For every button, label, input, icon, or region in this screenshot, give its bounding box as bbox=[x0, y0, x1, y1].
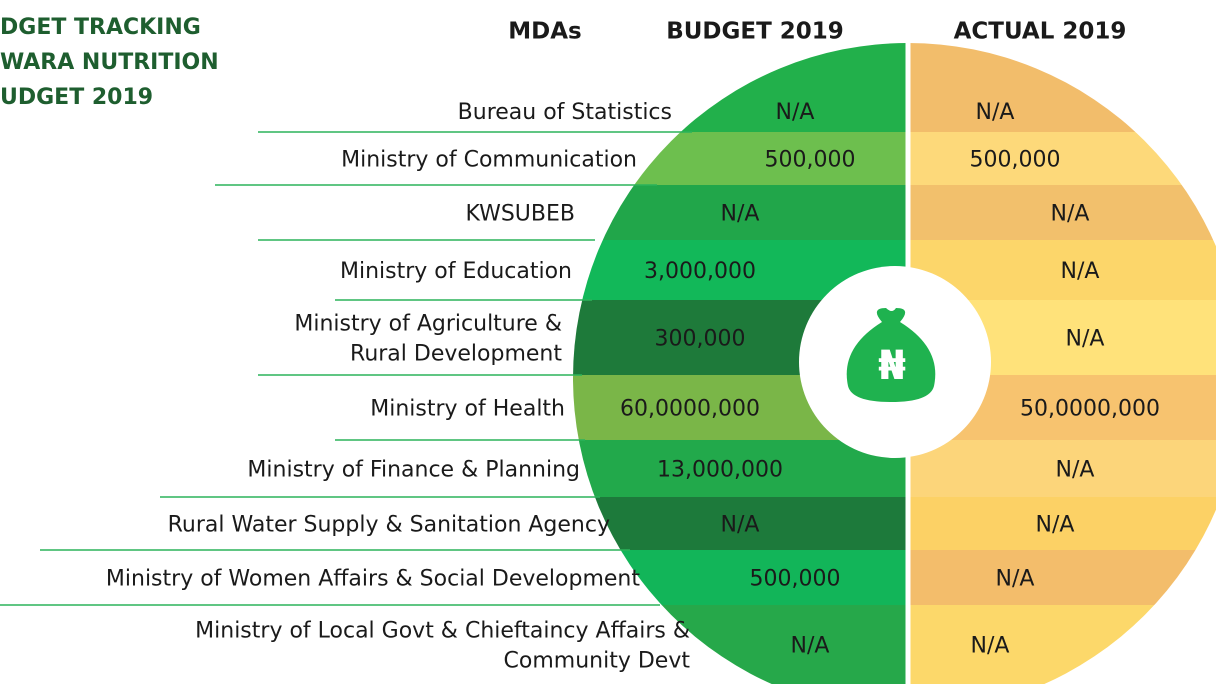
header: BUDGET 2019 bbox=[666, 19, 844, 45]
actual-value: 50,0000,000 bbox=[1020, 397, 1160, 422]
title-line: DGET TRACKING bbox=[0, 15, 201, 40]
budget-value: 3,000,000 bbox=[644, 259, 756, 284]
currency-symbol: ₦ bbox=[878, 343, 906, 389]
budget-value: 13,000,000 bbox=[657, 458, 783, 483]
mda-name: Ministry of Education bbox=[340, 259, 572, 284]
actual-value: N/A bbox=[1036, 513, 1075, 538]
budget-value: 60,0000,000 bbox=[620, 397, 760, 422]
budget-value: 500,000 bbox=[765, 148, 856, 173]
actual-value: 500,000 bbox=[970, 148, 1061, 173]
actual-value: N/A bbox=[976, 100, 1015, 125]
budget-value: N/A bbox=[776, 100, 815, 125]
actual-value: N/A bbox=[996, 567, 1035, 592]
budget-value: N/A bbox=[721, 513, 760, 538]
header: ACTUAL 2019 bbox=[954, 19, 1127, 45]
actual-value: N/A bbox=[1061, 259, 1100, 284]
budget-cell bbox=[573, 185, 908, 240]
budget-value: 500,000 bbox=[750, 567, 841, 592]
budget-cell bbox=[573, 497, 908, 550]
budget-cell bbox=[573, 440, 908, 497]
actual-value: N/A bbox=[1056, 458, 1095, 483]
mda-name: Bureau of Statistics bbox=[458, 100, 672, 125]
money-bag-icon: ₦ bbox=[846, 308, 936, 402]
mda-name: Ministry of Communication bbox=[341, 148, 637, 173]
budget-value: N/A bbox=[791, 634, 830, 659]
actual-cell bbox=[908, 550, 1216, 605]
actual-value: N/A bbox=[1051, 202, 1090, 227]
budget-value: 300,000 bbox=[655, 327, 746, 352]
actual-cell bbox=[908, 497, 1216, 550]
mda-name: Community Devt bbox=[504, 649, 691, 674]
actual-value: N/A bbox=[1066, 327, 1105, 352]
budget-column-top bbox=[573, 43, 908, 90]
actual-column-top bbox=[908, 43, 1216, 90]
actual-value: N/A bbox=[971, 634, 1010, 659]
mda-name: Ministry of Finance & Planning bbox=[247, 458, 580, 483]
mda-name: Ministry of Health bbox=[370, 397, 565, 422]
header: MDAs bbox=[508, 19, 581, 45]
actual-cell bbox=[908, 132, 1216, 185]
actual-cell bbox=[908, 90, 1216, 132]
mda-name: Ministry of Agriculture & bbox=[294, 312, 562, 337]
mda-name: Ministry of Women Affairs & Social Devel… bbox=[106, 567, 640, 592]
title-line: UDGET 2019 bbox=[0, 85, 153, 110]
title-line: WARA NUTRITION bbox=[0, 50, 219, 75]
actual-cell bbox=[908, 440, 1216, 497]
budget-value: N/A bbox=[721, 202, 760, 227]
mda-name: Rural Development bbox=[350, 342, 562, 367]
mda-name: Ministry of Local Govt & Chieftaincy Aff… bbox=[195, 619, 690, 644]
mda-name: KWSUBEB bbox=[465, 202, 575, 227]
actual-cell bbox=[908, 240, 1216, 300]
mda-name: Rural Water Supply & Sanitation Agency bbox=[168, 513, 610, 538]
actual-cell bbox=[908, 185, 1216, 240]
actual-cell bbox=[908, 605, 1216, 684]
